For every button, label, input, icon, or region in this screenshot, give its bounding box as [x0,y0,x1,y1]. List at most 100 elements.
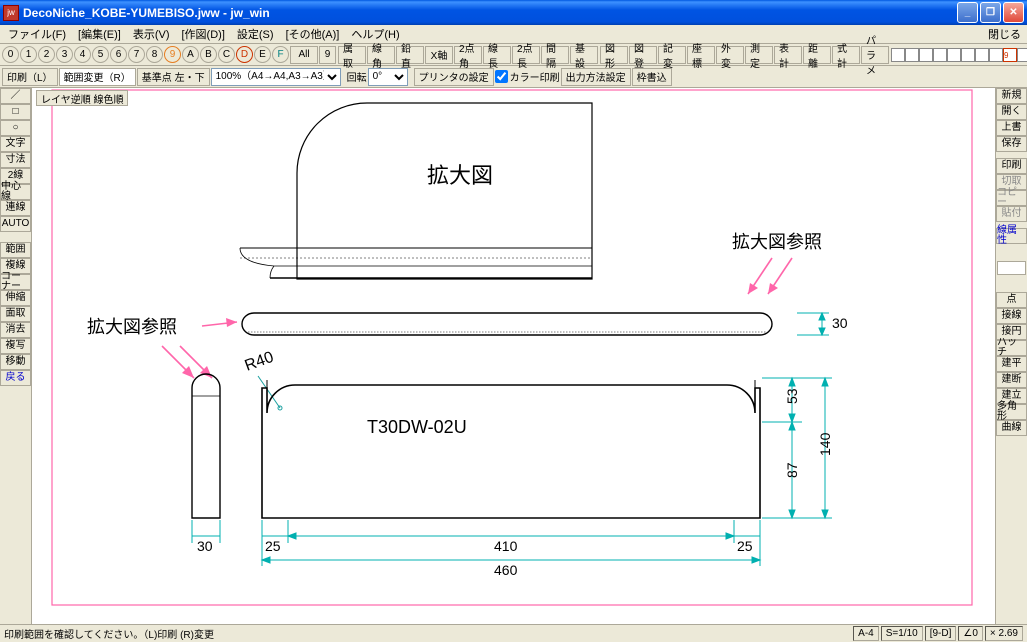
color-5[interactable] [947,48,961,62]
layer-8[interactable]: 8 [146,46,163,63]
tb-dist[interactable]: 距離 [803,46,831,64]
print-button[interactable]: 印刷（L） [2,68,58,86]
layer-4[interactable]: 4 [74,46,91,63]
layer-2[interactable]: 2 [38,46,55,63]
layer-9-btn[interactable]: 9 [319,46,336,64]
layer-f[interactable]: F [272,46,289,63]
rotate-select[interactable]: 0° [368,68,408,86]
child-close-button[interactable]: 閉じる [984,26,1025,42]
color-10[interactable] [1017,48,1027,62]
layer-order-button[interactable]: レイヤ逆順 線色順 [36,90,128,106]
tb-linelen[interactable]: 線長 [483,46,511,64]
tool-polygon[interactable]: 多角形 [996,404,1027,420]
tool-text[interactable]: 文字 [0,136,31,152]
color-7[interactable] [975,48,989,62]
tool-extend[interactable]: 伸縮 [0,290,31,306]
tool-polyline[interactable]: 連線 [0,200,31,216]
layer-3[interactable]: 3 [56,46,73,63]
tb-param[interactable]: パラメ [861,46,889,64]
tb-base[interactable]: 基設 [570,46,598,64]
tool-copy[interactable]: 複写 [0,338,31,354]
layer-9[interactable]: 9 [164,46,181,63]
tb-vert[interactable]: 鉛直 [396,46,424,64]
maximize-button[interactable]: ❐ [980,2,1001,23]
menu-draw[interactable]: [作図(D)] [176,24,231,44]
tool-rect[interactable]: □ [0,104,31,120]
tool-paste[interactable]: 貼付 [996,206,1027,222]
tool-back[interactable]: 戻る [0,370,31,386]
menu-file[interactable]: ファイル(F) [2,24,72,44]
tool-auto[interactable]: AUTO [0,216,31,232]
color-6[interactable] [961,48,975,62]
tool-plan[interactable]: 建平 [996,356,1027,372]
layer-e[interactable]: E [254,46,271,63]
menu-settings[interactable]: 設定(S) [231,24,280,44]
color-8[interactable] [989,48,1003,62]
tb-coord[interactable]: 座標 [687,46,715,64]
menu-other[interactable]: [その他(A)] [280,24,346,44]
layer-a[interactable]: A [182,46,199,63]
color-4[interactable] [933,48,947,62]
color-2[interactable] [905,48,919,62]
tb-measure[interactable]: 測定 [745,46,773,64]
tb-attr[interactable]: 属取 [338,46,366,64]
layer-0[interactable]: 0 [2,46,19,63]
tool-lineattr[interactable]: 線属性 [996,228,1027,244]
zoom-select[interactable]: 100%（A4→A4,A3→A3） [211,68,341,86]
current-color[interactable] [997,261,1026,275]
tb-notechg[interactable]: 記変 [658,46,686,64]
tool-section[interactable]: 建断 [996,372,1027,388]
tb-gap[interactable]: 間隔 [541,46,569,64]
color-1[interactable] [891,48,905,62]
tb-lineang[interactable]: 線角 [367,46,395,64]
color-9[interactable]: 9 [1003,48,1017,62]
tool-dim[interactable]: 寸法 [0,152,31,168]
tool-new[interactable]: 新規 [996,88,1027,104]
layer-6[interactable]: 6 [110,46,127,63]
range-change-button[interactable]: 範囲変更（R） [59,68,136,86]
tb-formula[interactable]: 式計 [832,46,860,64]
tool-erase[interactable]: 消去 [0,322,31,338]
drawing-canvas[interactable]: レイヤ逆順 線色順 拡大図 [32,88,995,624]
layer-7[interactable]: 7 [128,46,145,63]
tool-corner[interactable]: コーナー [0,274,31,290]
tool-copy-clip[interactable]: コピー [996,190,1027,206]
tb-calc[interactable]: 表計 [774,46,802,64]
menu-edit[interactable]: [編集(E)] [72,24,127,44]
tool-open[interactable]: 開く [996,104,1027,120]
frame-write-button[interactable]: 枠書込 [632,68,672,86]
tool-move[interactable]: 移動 [0,354,31,370]
color-print-checkbox[interactable]: カラー印刷 [495,69,560,84]
tb-shape[interactable]: 図形 [600,46,628,64]
tb-ext[interactable]: 外変 [716,46,744,64]
printer-settings-button[interactable]: プリンタの設定 [414,68,494,86]
layer-b[interactable]: B [200,46,217,63]
tool-save[interactable]: 保存 [996,136,1027,152]
basepoint-button[interactable]: 基準点 左・下 [137,68,210,86]
tool-curve[interactable]: 曲線 [996,420,1027,436]
tb-2ptlen[interactable]: 2点長 [512,46,540,64]
tool-centerline[interactable]: 中心線 [0,184,31,200]
tool-tangent[interactable]: 接線 [996,308,1027,324]
layer-5[interactable]: 5 [92,46,109,63]
tool-range[interactable]: 範囲 [0,242,31,258]
tool-hatch[interactable]: ハッチ [996,340,1027,356]
tool-chamfer[interactable]: 面取 [0,306,31,322]
output-settings-button[interactable]: 出力方法設定 [561,68,631,86]
layer-1[interactable]: 1 [20,46,37,63]
minimize-button[interactable]: _ [957,2,978,23]
tool-print[interactable]: 印刷 [996,158,1027,174]
tb-xaxis[interactable]: X軸 [425,46,453,64]
layer-c[interactable]: C [218,46,235,63]
tool-save-over[interactable]: 上書 [996,120,1027,136]
tool-circle[interactable]: ○ [0,120,31,136]
layer-d[interactable]: D [236,46,253,63]
menu-view[interactable]: 表示(V) [127,24,176,44]
color-3[interactable] [919,48,933,62]
tool-line[interactable]: ／ [0,88,31,104]
tool-point[interactable]: 点 [996,292,1027,308]
close-button[interactable]: ✕ [1003,2,1024,23]
layer-all[interactable]: All [290,46,318,64]
tb-2ptang[interactable]: 2点角 [454,46,482,64]
tb-shapereg[interactable]: 図登 [629,46,657,64]
